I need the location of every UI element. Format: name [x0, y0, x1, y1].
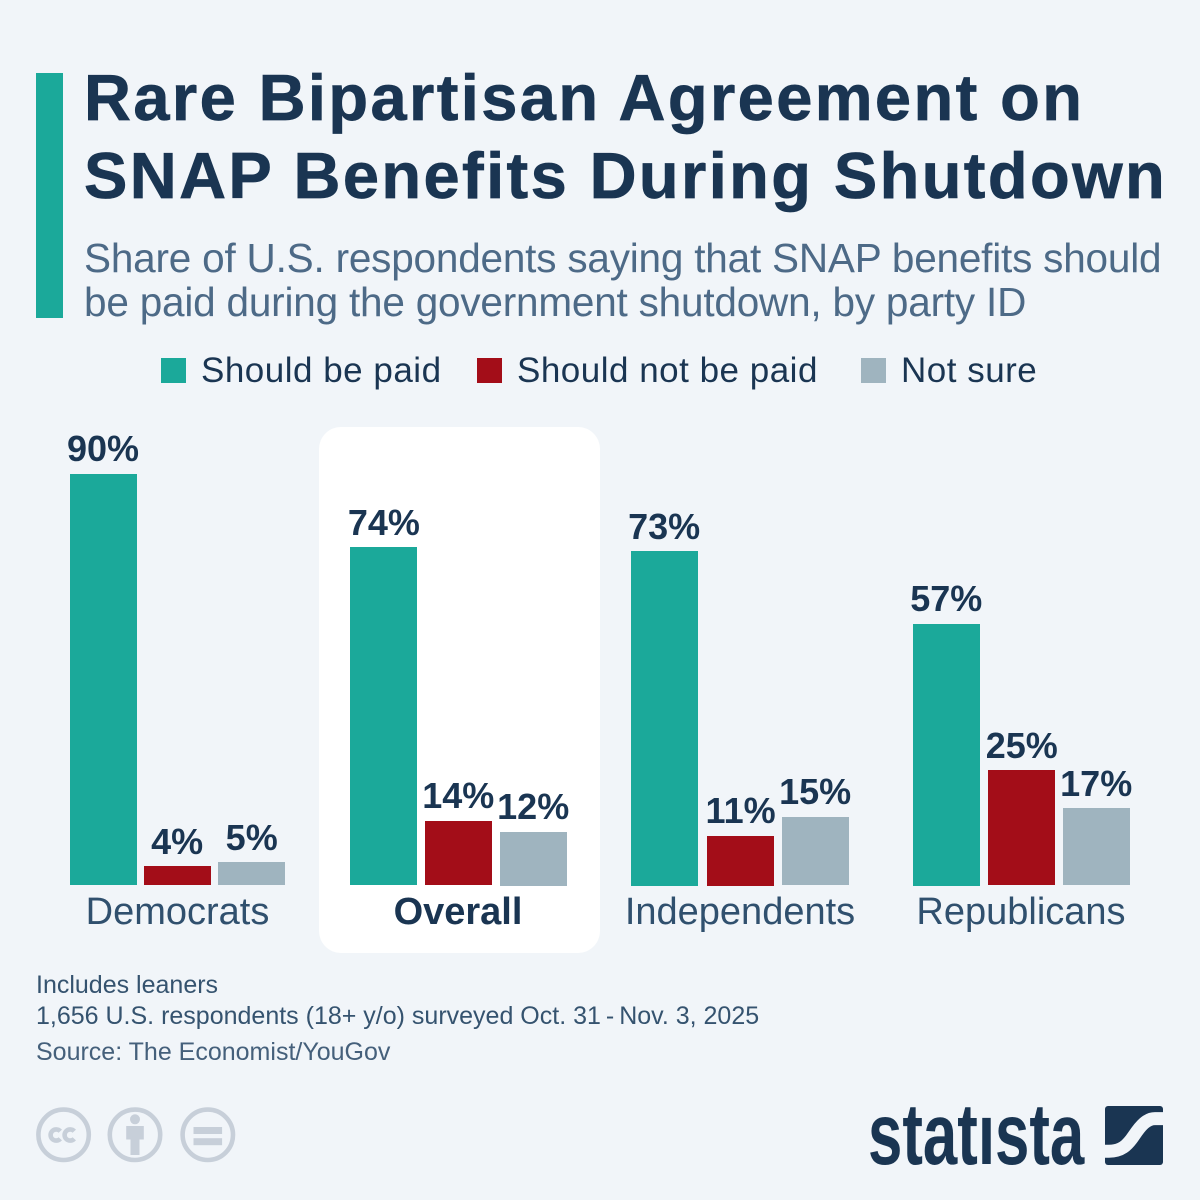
- svg-text:statısta: statısta: [868, 1090, 1085, 1180]
